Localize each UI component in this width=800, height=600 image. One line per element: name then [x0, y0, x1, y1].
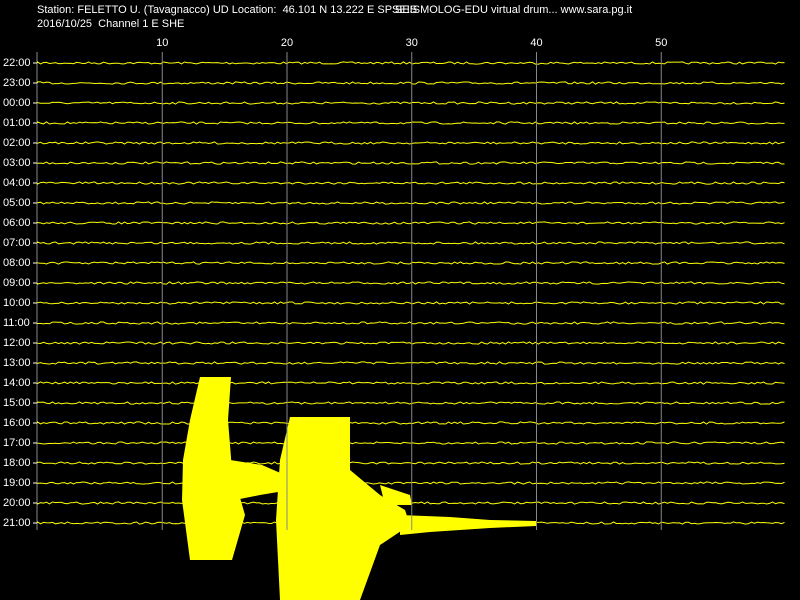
- trace: [37, 181, 785, 185]
- annotation: SEISMOLOG-EDU virtual drum... www.sara.p…: [395, 4, 632, 16]
- y-tick-label: 01:00: [3, 117, 31, 129]
- event-tail: [400, 515, 536, 535]
- trace: [37, 121, 785, 125]
- x-tick-label: 10: [156, 37, 168, 49]
- y-tick-label: 03:00: [3, 157, 31, 169]
- y-tick-label: 15:00: [3, 397, 31, 409]
- trace: [37, 441, 785, 445]
- event-burst: [182, 377, 245, 560]
- y-tick-label: 18:00: [3, 457, 31, 469]
- trace: [37, 141, 785, 145]
- y-tick-label: 11:00: [3, 317, 30, 329]
- y-tick-label: 05:00: [3, 197, 31, 209]
- trace: [37, 321, 785, 325]
- traces: [37, 60, 785, 525]
- y-tick-label: 17:00: [3, 437, 31, 449]
- trace: [37, 101, 785, 105]
- y-tick-label: 14:00: [3, 377, 31, 389]
- trace: [37, 60, 785, 65]
- y-tick-label: 10:00: [3, 297, 31, 309]
- trace: [37, 481, 785, 485]
- trace: [37, 461, 785, 465]
- y-tick-label: 00:00: [3, 97, 31, 109]
- y-tick-label: 08:00: [3, 257, 31, 269]
- y-tick-label: 09:00: [3, 277, 31, 289]
- y-tick-label: 22:00: [3, 57, 31, 69]
- trace: [37, 241, 785, 245]
- event-tail: [380, 485, 412, 505]
- x-tick-label: 40: [530, 37, 542, 49]
- event-burst: [276, 417, 410, 600]
- chart-subtitle: 2016/10/25 Channel 1 E SHE: [37, 18, 184, 30]
- trace: [37, 261, 785, 265]
- y-tick-label: 19:00: [3, 477, 31, 489]
- trace: [37, 381, 785, 385]
- x-tick-label: 20: [281, 37, 293, 49]
- chart-title: Station: FELETTO U. (Tavagnacco) UD Loca…: [37, 4, 417, 16]
- x-tick-label: 30: [406, 37, 418, 49]
- y-tick-label: 23:00: [3, 77, 31, 89]
- trace: [37, 420, 785, 425]
- trace: [37, 361, 785, 365]
- y-tick-label: 06:00: [3, 217, 31, 229]
- y-tick-label: 04:00: [3, 177, 31, 189]
- trace: [37, 161, 785, 165]
- trace: [37, 401, 785, 405]
- y-tick-label: 12:00: [3, 337, 31, 349]
- trace: [37, 201, 785, 205]
- y-tick-label: 16:00: [3, 417, 31, 429]
- trace: [37, 301, 785, 305]
- y-tick-label: 02:00: [3, 137, 31, 149]
- y-tick-label: 21:00: [3, 517, 31, 529]
- y-tick-label: 13:00: [3, 357, 31, 369]
- y-tick-label: 20:00: [3, 497, 31, 509]
- trace: [37, 221, 785, 225]
- trace: [37, 281, 785, 285]
- y-tick-label: 07:00: [3, 237, 31, 249]
- trace: [37, 341, 785, 345]
- event-blobs: [182, 377, 536, 600]
- x-tick-label: 50: [655, 37, 667, 49]
- event-tail: [230, 460, 290, 500]
- trace: [37, 81, 785, 85]
